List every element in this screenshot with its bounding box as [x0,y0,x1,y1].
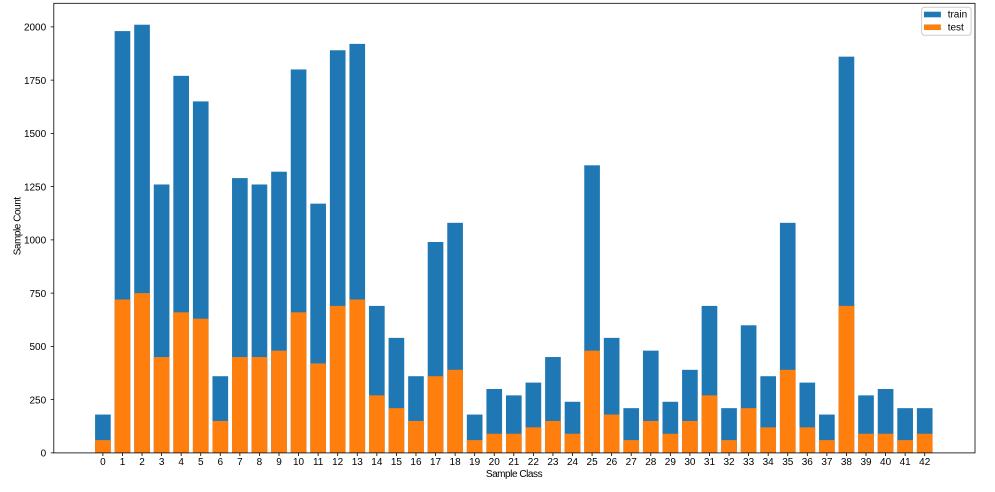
svg-text:Sample Count: Sample Count [12,197,23,256]
svg-text:21: 21 [508,457,520,468]
svg-text:35: 35 [782,457,794,468]
svg-text:7: 7 [237,457,243,468]
svg-text:8: 8 [257,457,263,468]
svg-text:38: 38 [841,457,853,468]
svg-text:15: 15 [391,457,403,468]
svg-text:32: 32 [723,457,735,468]
svg-text:41: 41 [900,457,912,468]
svg-text:2000: 2000 [24,23,47,34]
svg-text:1000: 1000 [24,236,47,247]
svg-text:25: 25 [587,457,599,468]
svg-text:30: 30 [684,457,696,468]
svg-text:39: 39 [860,457,872,468]
svg-text:14: 14 [371,457,383,468]
svg-text:28: 28 [645,457,657,468]
svg-text:26: 26 [606,457,618,468]
svg-text:29: 29 [665,457,677,468]
svg-text:1750: 1750 [24,76,47,87]
svg-text:4: 4 [178,457,184,468]
svg-text:17: 17 [430,457,442,468]
svg-text:22: 22 [528,457,540,468]
svg-text:Sample Class: Sample Class [486,469,543,480]
svg-text:500: 500 [30,342,47,353]
svg-text:0: 0 [41,449,47,460]
svg-text:1500: 1500 [24,129,47,140]
svg-text:42: 42 [919,457,931,468]
svg-text:31: 31 [704,457,716,468]
svg-text:18: 18 [450,457,462,468]
svg-text:2: 2 [139,457,145,468]
svg-text:10: 10 [293,457,305,468]
svg-text:27: 27 [626,457,638,468]
svg-text:250: 250 [30,395,47,406]
svg-text:6: 6 [218,457,224,468]
svg-text:33: 33 [743,457,755,468]
svg-text:750: 750 [30,289,47,300]
svg-text:36: 36 [802,457,814,468]
svg-text:train: train [948,10,967,21]
svg-text:test: test [948,22,964,33]
svg-text:20: 20 [489,457,501,468]
svg-text:37: 37 [821,457,833,468]
svg-text:13: 13 [352,457,364,468]
svg-text:11: 11 [313,457,324,468]
svg-text:24: 24 [567,457,579,468]
svg-text:1250: 1250 [24,182,47,193]
svg-text:3: 3 [159,457,165,468]
svg-text:23: 23 [547,457,559,468]
svg-text:12: 12 [332,457,344,468]
svg-text:34: 34 [763,457,775,468]
svg-text:19: 19 [469,457,481,468]
svg-text:9: 9 [276,457,282,468]
svg-text:0: 0 [100,457,106,468]
svg-text:16: 16 [410,457,422,468]
svg-text:40: 40 [880,457,892,468]
svg-text:5: 5 [198,457,204,468]
svg-text:1: 1 [120,457,126,468]
